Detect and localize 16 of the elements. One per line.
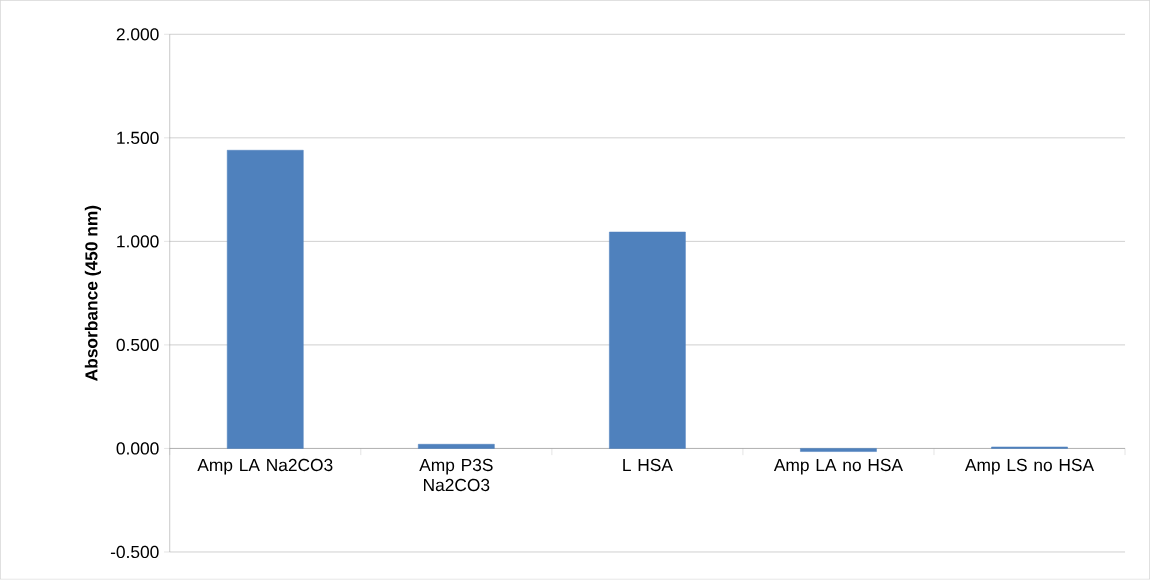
- y-tick-label: 0.500: [116, 338, 159, 352]
- y-tick-label: 1.000: [117, 235, 159, 248]
- y-tick-label: 2.000: [116, 28, 159, 41]
- bar: [609, 231, 686, 449]
- x-tick-label: Amp P3S Na2CO3: [419, 459, 493, 492]
- bar: [800, 448, 877, 453]
- bar: [418, 444, 495, 449]
- bar: [226, 150, 304, 449]
- y-tick-label: -0.500: [110, 546, 159, 559]
- x-tick-label: Amp LA no HSA: [773, 459, 903, 475]
- y-axis-title: Absorbance (450 nm): [84, 206, 101, 382]
- x-tick-label: L HSA: [623, 459, 673, 472]
- y-tick-label: 0.000: [116, 442, 159, 455]
- x-tick-label: Amp LA Na2CO3: [197, 459, 333, 475]
- x-tick-label: Amp LS no HSA: [964, 459, 1095, 475]
- y-tick-label: 1.500: [117, 131, 159, 145]
